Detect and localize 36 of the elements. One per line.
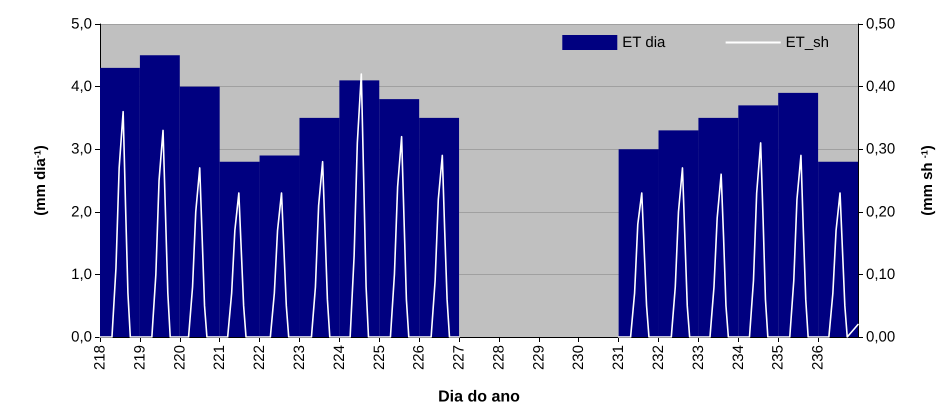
y-tick-label: 1,0 [71,266,92,283]
y-tick-label: 3,0 [71,140,92,158]
x-tick-label: 225 [370,345,388,370]
x-tick-label: 220 [171,345,188,370]
legend-label: ET dia [622,34,666,51]
x-tick-label: 223 [290,345,308,370]
x-tick-label: 221 [211,345,228,370]
x-tick-label: 218 [92,345,108,370]
x-tick-label: 227 [450,345,468,370]
x-tick-label: 229 [530,345,548,370]
y2-tick-label: 0,20 [866,203,896,220]
x-tick-label: 231 [610,345,628,370]
y-tick-label: 5,0 [71,16,92,32]
legend-label: ET_sh [786,34,830,51]
y2-tick-label: 0,10 [866,266,896,283]
x-tick-label: 230 [570,345,588,370]
x-tick-label: 232 [650,345,668,370]
x-tick-label: 224 [330,345,348,370]
x-tick-label: 233 [690,345,707,370]
y2-tick-label: 0,00 [866,328,896,346]
x-tick-label: 234 [730,345,747,370]
y-tick-label: 2,0 [71,203,92,220]
y2-tick-label: 0,50 [866,16,896,32]
y-axis-title: (mm dia-1) [32,145,49,216]
x-tick-label: 236 [810,345,827,370]
y2-axis-title: (mm sh -1) [919,145,936,216]
y2-tick-label: 0,30 [866,140,896,158]
y-tick-label: 0,0 [71,328,92,346]
x-tick-label: 222 [251,345,268,370]
y2-tick-label: 0,40 [866,78,896,96]
y-tick-label: 4,0 [71,78,92,96]
x-tick-label: 226 [410,345,428,370]
x-tick-label: 219 [131,345,148,370]
x-tick-label: 228 [490,345,508,370]
x-tick-label: 235 [770,345,787,370]
x-axis-title: Dia do ano [438,388,520,406]
